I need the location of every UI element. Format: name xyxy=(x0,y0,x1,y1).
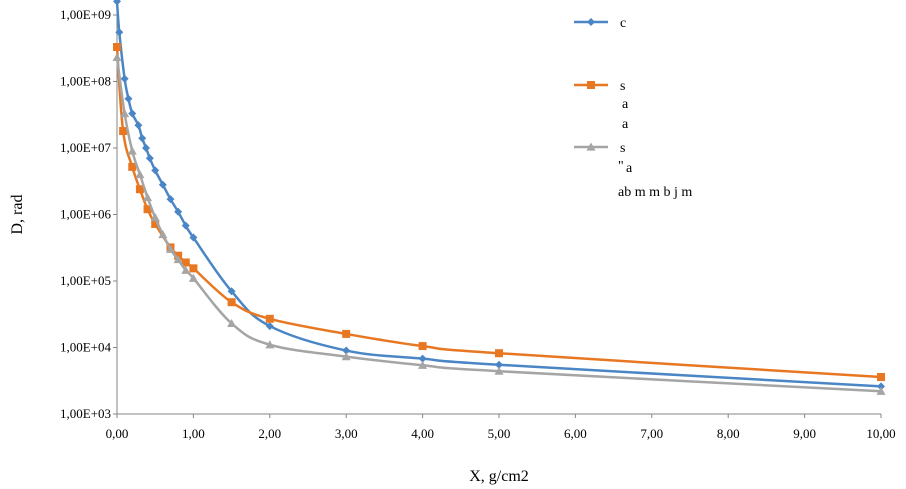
series-3-point xyxy=(112,52,122,62)
series-3-point xyxy=(173,255,183,264)
series-3-point xyxy=(143,193,153,202)
series-2-point xyxy=(119,127,128,136)
series-1 xyxy=(113,0,885,391)
series-3-point xyxy=(341,352,351,361)
series-2-point xyxy=(113,43,121,52)
y-tick-label: 1,00E+09 xyxy=(60,7,111,22)
legend-fragment: ab m m b j m xyxy=(618,185,692,200)
x-tick-label: 1,00 xyxy=(182,426,205,441)
series-2-point xyxy=(877,373,885,382)
x-tick-label: 6,00 xyxy=(564,426,587,441)
y-tick-label: 1,00E+03 xyxy=(60,406,111,421)
legend-fragment: a xyxy=(622,117,629,132)
series-3-point xyxy=(265,340,275,349)
series-2-point xyxy=(189,264,198,273)
legend-swatch-marker xyxy=(587,81,595,89)
legend-entry-1: c xyxy=(574,16,626,31)
series-1-point xyxy=(128,109,137,118)
series-2-point xyxy=(342,329,351,338)
legend-swatch-marker xyxy=(586,142,596,151)
series-3-point xyxy=(165,244,175,253)
series-1-point xyxy=(342,346,351,355)
series-2-point xyxy=(495,349,503,358)
series-2-point xyxy=(265,314,274,323)
series-3-point xyxy=(876,386,886,395)
series-3-point xyxy=(418,360,428,369)
legend-label: c xyxy=(620,16,626,31)
series-1-point xyxy=(189,233,198,242)
x-tick-label: 9,00 xyxy=(793,426,816,441)
x-tick-label: 10,00 xyxy=(866,426,895,441)
legend-label: s xyxy=(620,79,625,94)
x-tick-label: 3,00 xyxy=(335,426,358,441)
series-1-point xyxy=(124,94,133,103)
series-1-point xyxy=(113,0,121,6)
x-tick-label: 2,00 xyxy=(258,426,281,441)
series-3-point xyxy=(158,230,168,239)
series-2-point xyxy=(128,162,137,171)
series-2-point xyxy=(181,258,190,267)
series-1-point xyxy=(227,287,236,296)
y-tick-label: 1,00E+08 xyxy=(60,74,111,89)
series-3-point xyxy=(120,109,130,118)
series-1-point xyxy=(181,221,190,230)
legend-fragment: a xyxy=(622,97,629,112)
x-tick-label: 5,00 xyxy=(488,426,511,441)
legend-label: s xyxy=(620,141,625,156)
series-3 xyxy=(112,52,886,395)
series-3-point xyxy=(188,273,198,282)
x-tick-label: 7,00 xyxy=(640,426,663,441)
series-1-point xyxy=(265,322,274,331)
x-axis-title: X, g/cm2 xyxy=(469,468,529,485)
series-3-point xyxy=(227,318,237,328)
series-1-point xyxy=(151,166,160,175)
series-1-point xyxy=(158,180,167,189)
x-tick-label: 8,00 xyxy=(717,426,740,441)
series-2-point xyxy=(143,205,152,214)
series-layer xyxy=(112,0,886,395)
series-3-point xyxy=(150,213,160,222)
series-3-point xyxy=(127,146,137,155)
series-3-point xyxy=(494,366,504,375)
series-1-point xyxy=(174,207,183,216)
series-1-point xyxy=(877,382,885,391)
y-tick-label: 1,00E+06 xyxy=(60,207,112,222)
series-1-point xyxy=(138,134,147,143)
series-1-point xyxy=(495,360,503,369)
y-tick-label: 1,00E+05 xyxy=(60,273,111,288)
series-1-point xyxy=(142,144,151,152)
x-tick-label: 0,00 xyxy=(106,426,129,441)
legend-fragment: " xyxy=(618,159,624,174)
series-2-point xyxy=(151,219,160,228)
y-tick-label: 1,00E+04 xyxy=(60,340,112,355)
legend-fragment: a xyxy=(626,161,633,176)
y-axis-title: D, rad xyxy=(9,195,26,235)
series-2-point xyxy=(135,185,144,194)
series-2-point xyxy=(418,342,427,351)
series-1-point xyxy=(418,354,427,363)
x-tick-label: 4,00 xyxy=(411,426,434,441)
legend-entry-3: s xyxy=(574,141,625,156)
y-tick-label: 1,00E+07 xyxy=(60,140,112,155)
legend-entry-2: s xyxy=(574,79,625,94)
axes: 1,00E+03 1,00E+04 1,00E+05 1,00E+06 1,00E+07… xyxy=(9,7,896,485)
series-1-point xyxy=(120,74,129,83)
series-3-point xyxy=(135,169,145,179)
series-1-point xyxy=(145,154,154,163)
legend-swatch-marker xyxy=(587,18,595,26)
series-1-point xyxy=(134,121,143,130)
series-1-point xyxy=(115,28,124,37)
series-3-point xyxy=(181,265,191,274)
series-1-point xyxy=(166,195,175,204)
series-2-point xyxy=(227,298,236,307)
